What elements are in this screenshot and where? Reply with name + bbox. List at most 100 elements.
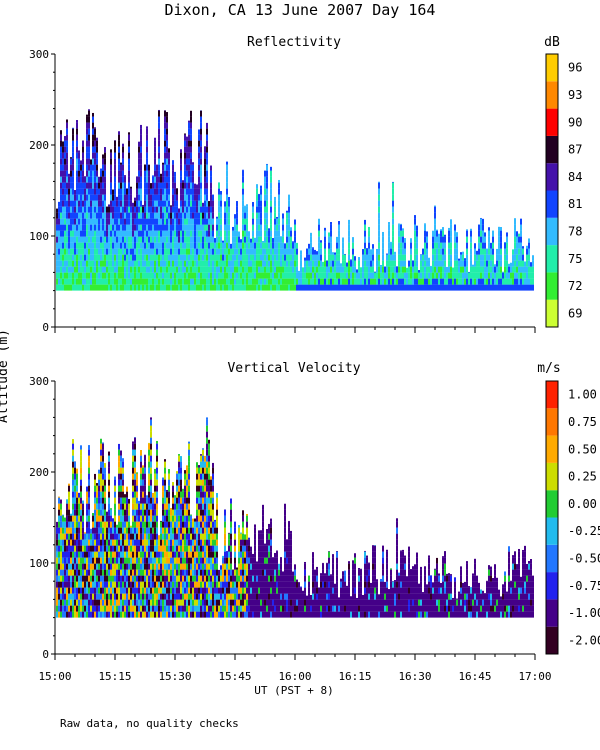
heatmap-cell (98, 503, 100, 510)
heatmap-cell (56, 581, 58, 588)
heatmap-cell (66, 284, 68, 291)
heatmap-cell (80, 473, 82, 480)
heatmap-cell (362, 249, 364, 255)
heatmap-cell (322, 266, 324, 273)
heatmap-cell (226, 242, 228, 249)
heatmap-cell (130, 200, 132, 207)
heatmap-cell (348, 278, 350, 285)
heatmap-cell (174, 599, 176, 606)
heatmap-cell (100, 575, 102, 582)
heatmap-cell (160, 278, 162, 285)
heatmap-cell (90, 581, 92, 588)
heatmap-cell (60, 272, 62, 279)
heatmap-cell (90, 176, 92, 183)
heatmap-cell (78, 236, 80, 243)
heatmap-cell (94, 236, 96, 243)
heatmap-cell (486, 260, 488, 267)
heatmap-cell (260, 230, 262, 237)
heatmap-cell (528, 272, 530, 279)
heatmap-cell (164, 479, 166, 486)
heatmap-cell (180, 284, 182, 291)
heatmap-cell (174, 533, 176, 540)
heatmap-cell (150, 212, 152, 219)
heatmap-cell (120, 467, 122, 474)
heatmap-cell (100, 266, 102, 273)
heatmap-cell (106, 563, 108, 570)
heatmap-cell (180, 242, 182, 249)
heatmap-cell (142, 278, 144, 285)
heatmap-cell (134, 545, 136, 552)
heatmap-cell (184, 206, 186, 213)
heatmap-cell (154, 182, 156, 189)
heatmap-cell (460, 266, 462, 273)
heatmap-cell (68, 569, 70, 576)
heatmap-cell (88, 533, 90, 540)
heatmap-cell (126, 272, 128, 279)
heatmap-cell (132, 455, 134, 462)
heatmap-cell (242, 284, 244, 291)
heatmap-cell (156, 266, 158, 273)
heatmap-cell (60, 188, 62, 195)
heatmap-cell (448, 254, 450, 261)
heatmap-cell (148, 551, 150, 558)
heatmap-cell (96, 182, 98, 189)
heatmap-cell (118, 461, 120, 468)
heatmap-cell (104, 272, 106, 279)
heatmap-cell (482, 224, 484, 231)
heatmap-cell (80, 581, 82, 588)
heatmap-cell (168, 230, 170, 237)
heatmap-cell (94, 134, 96, 141)
heatmap-cell (114, 212, 116, 219)
heatmap-cell (270, 224, 272, 231)
heatmap-cell (520, 224, 522, 231)
heatmap-cell (152, 188, 154, 195)
heatmap-cell (242, 260, 244, 267)
heatmap-cell (88, 581, 90, 588)
heatmap-cell (182, 242, 184, 249)
heatmap-cell (160, 563, 162, 570)
heatmap-cell (132, 605, 134, 612)
heatmap-cell (156, 236, 158, 243)
heatmap-cell (526, 248, 528, 255)
heatmap-cell (162, 242, 164, 249)
heatmap-cell (70, 569, 72, 576)
heatmap-cell (148, 515, 150, 522)
heatmap-cell (152, 533, 154, 540)
heatmap-cell (154, 587, 156, 594)
heatmap-cell (202, 284, 204, 291)
heatmap-cell (472, 266, 474, 273)
heatmap-cell (122, 260, 124, 267)
heatmap-cell (164, 459, 166, 462)
heatmap-cell (174, 188, 176, 195)
heatmap-cell (174, 557, 176, 564)
heatmap-cell (234, 242, 236, 249)
heatmap-cell (104, 521, 106, 528)
heatmap-cell (166, 116, 168, 123)
heatmap-cell (86, 533, 88, 540)
heatmap-cell (126, 242, 128, 249)
heatmap-cell (186, 539, 188, 546)
heatmap-cell (60, 170, 62, 177)
heatmap-cell (474, 284, 476, 291)
heatmap-cell (134, 467, 136, 474)
heatmap-cell (106, 581, 108, 588)
heatmap-cell (388, 224, 390, 231)
heatmap-cell (196, 188, 198, 195)
heatmap-cell (426, 254, 428, 261)
heatmap-cell (132, 581, 134, 588)
heatmap-cell (172, 521, 174, 528)
heatmap-cell (110, 236, 112, 243)
heatmap-cell (90, 242, 92, 249)
heatmap-cell (356, 272, 358, 279)
heatmap-cell (186, 152, 188, 159)
heatmap-cell (162, 575, 164, 582)
heatmap-cell (236, 230, 238, 237)
heatmap-cell (88, 515, 90, 522)
heatmap-cell (64, 254, 66, 261)
heatmap-cell (400, 224, 402, 231)
heatmap-cell (156, 611, 158, 618)
heatmap-cell (178, 248, 180, 255)
heatmap-cell (252, 284, 254, 291)
heatmap-cell (90, 593, 92, 600)
heatmap-cell (74, 473, 76, 480)
